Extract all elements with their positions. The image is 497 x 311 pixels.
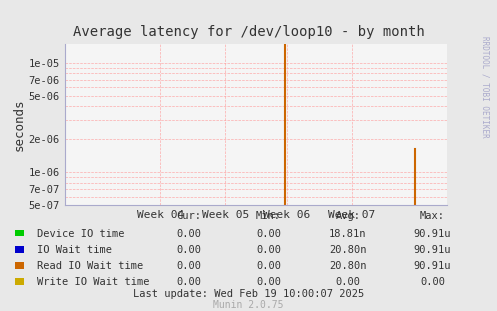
Text: 0.00: 0.00 (176, 245, 201, 255)
Text: RRDTOOL / TOBI OETIKER: RRDTOOL / TOBI OETIKER (481, 36, 490, 138)
Text: 0.00: 0.00 (256, 245, 281, 255)
Text: 0.00: 0.00 (420, 277, 445, 287)
Text: Munin 2.0.75: Munin 2.0.75 (213, 300, 284, 310)
Text: 20.80n: 20.80n (329, 245, 367, 255)
Text: Avg:: Avg: (335, 211, 360, 221)
Text: 90.91u: 90.91u (414, 261, 451, 271)
Text: 0.00: 0.00 (176, 229, 201, 239)
Text: 0.00: 0.00 (256, 277, 281, 287)
Text: 90.91u: 90.91u (414, 245, 451, 255)
Text: 90.91u: 90.91u (414, 229, 451, 239)
Text: Cur:: Cur: (176, 211, 201, 221)
Text: 0.00: 0.00 (256, 229, 281, 239)
Text: Last update: Wed Feb 19 10:00:07 2025: Last update: Wed Feb 19 10:00:07 2025 (133, 289, 364, 299)
Text: Write IO Wait time: Write IO Wait time (37, 277, 150, 287)
Text: Read IO Wait time: Read IO Wait time (37, 261, 144, 271)
Text: IO Wait time: IO Wait time (37, 245, 112, 255)
Text: Device IO time: Device IO time (37, 229, 125, 239)
Text: 0.00: 0.00 (176, 261, 201, 271)
Text: 20.80n: 20.80n (329, 261, 367, 271)
Text: 0.00: 0.00 (335, 277, 360, 287)
Text: 0.00: 0.00 (176, 277, 201, 287)
Text: Average latency for /dev/loop10 - by month: Average latency for /dev/loop10 - by mon… (73, 25, 424, 39)
Y-axis label: seconds: seconds (13, 98, 26, 151)
Text: Min:: Min: (256, 211, 281, 221)
Text: 18.81n: 18.81n (329, 229, 367, 239)
Text: 0.00: 0.00 (256, 261, 281, 271)
Text: Max:: Max: (420, 211, 445, 221)
